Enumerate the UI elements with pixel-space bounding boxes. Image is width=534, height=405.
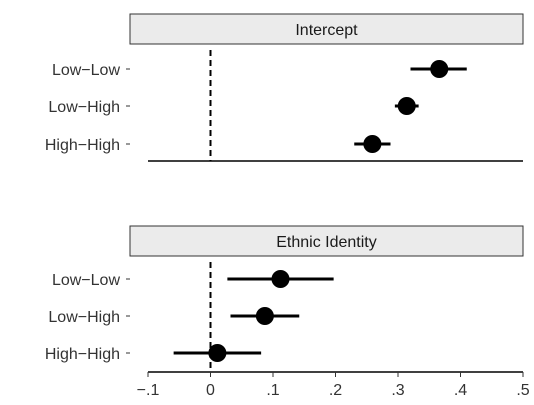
x-tick-label: .4 [454, 382, 467, 399]
x-tick-label: .2 [329, 382, 342, 399]
x-tick-label: .1 [266, 382, 279, 399]
panel-1-y-tick-label: High−High [45, 137, 120, 154]
panel-1-title: Intercept [295, 22, 358, 39]
panel-2-y-tick-label: High−High [45, 346, 120, 363]
panel-2-estimate-point [208, 344, 227, 362]
panel-1-strip [129, 13, 524, 45]
panel-1-estimate-point [397, 97, 416, 115]
panel-2-y-tick-label: Low−High [48, 309, 120, 326]
panel-1-estimate-point [363, 135, 382, 153]
panel-1-y-tick-label: Low−High [48, 99, 120, 116]
panel-2-y-tick-label: Low−Low [52, 272, 120, 289]
panel-2-estimate-point [271, 270, 290, 288]
panel-1-y-tick-label: Low−Low [52, 62, 120, 79]
panel-1-estimate-point [430, 60, 449, 78]
panel-2-strip [129, 225, 524, 257]
x-tick-label: −.1 [137, 382, 160, 399]
panel-2-estimate-point [255, 307, 274, 325]
panel-2-title: Ethnic Identity [276, 234, 377, 251]
x-tick-label: .3 [391, 382, 404, 399]
x-tick-label: 0 [206, 382, 215, 399]
x-tick-label: .5 [516, 382, 529, 399]
